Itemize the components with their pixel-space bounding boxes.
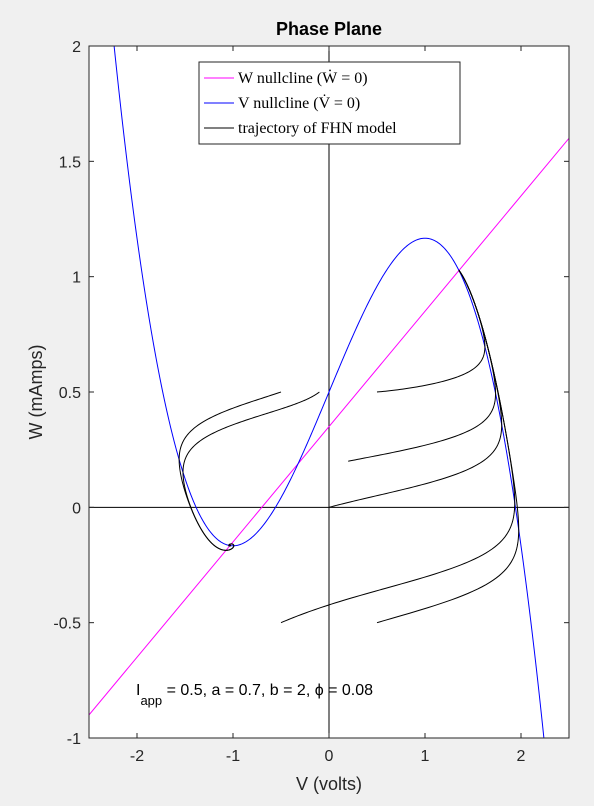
- series-v-nullcline: [113, 46, 545, 738]
- y-tick-label: -0.5: [53, 616, 81, 633]
- annotation-i-label: I: [136, 682, 140, 699]
- parameter-annotation: Iapp = 0.5, a = 0.7, b = 2, ϕ = 0.08: [136, 682, 373, 708]
- y-tick-label: 0.5: [59, 385, 81, 402]
- y-axis-label: W (mAmps): [26, 345, 46, 440]
- curves: [89, 46, 569, 738]
- legend-entry-w-nullcline: W nullcline (Ẇ = 0): [238, 69, 368, 87]
- y-tick-label: 1.5: [59, 154, 81, 171]
- legend: W nullcline (Ẇ = 0) V nullcline (V̇ = 0)…: [198, 61, 461, 145]
- y-tick-label: 1: [72, 270, 81, 287]
- x-tick-label: 1: [421, 748, 430, 765]
- series-w-nullcline: [89, 137, 569, 716]
- y-tick-label: 0: [72, 500, 81, 517]
- x-tick-label: 2: [517, 748, 526, 765]
- legend-box: [198, 61, 461, 145]
- legend-entry-v-nullcline: V nullcline (V̇ = 0): [238, 94, 360, 112]
- annotation-parameters: = 0.5, a = 0.7, b = 2, ϕ = 0.08: [162, 682, 373, 699]
- annotation-i-subscript: app: [140, 693, 162, 708]
- x-tick-label: -1: [226, 748, 240, 765]
- x-axis-label: V (volts): [296, 774, 362, 794]
- legend-entry-trajectory: trajectory of FHN model: [238, 120, 397, 137]
- x-tick-label: -2: [130, 748, 144, 765]
- axis-ticks: -2 -1 0 1 2 -1 -0.5 0 0.5 1 1.5 2: [53, 39, 569, 765]
- y-tick-label: -1: [67, 731, 81, 748]
- trajectory-line-2: [182, 391, 320, 551]
- trajectory-line-7: [376, 269, 520, 624]
- y-tick-label: 2: [72, 39, 81, 56]
- chart-title: Phase Plane: [276, 19, 382, 39]
- x-tick-label: 0: [325, 748, 334, 765]
